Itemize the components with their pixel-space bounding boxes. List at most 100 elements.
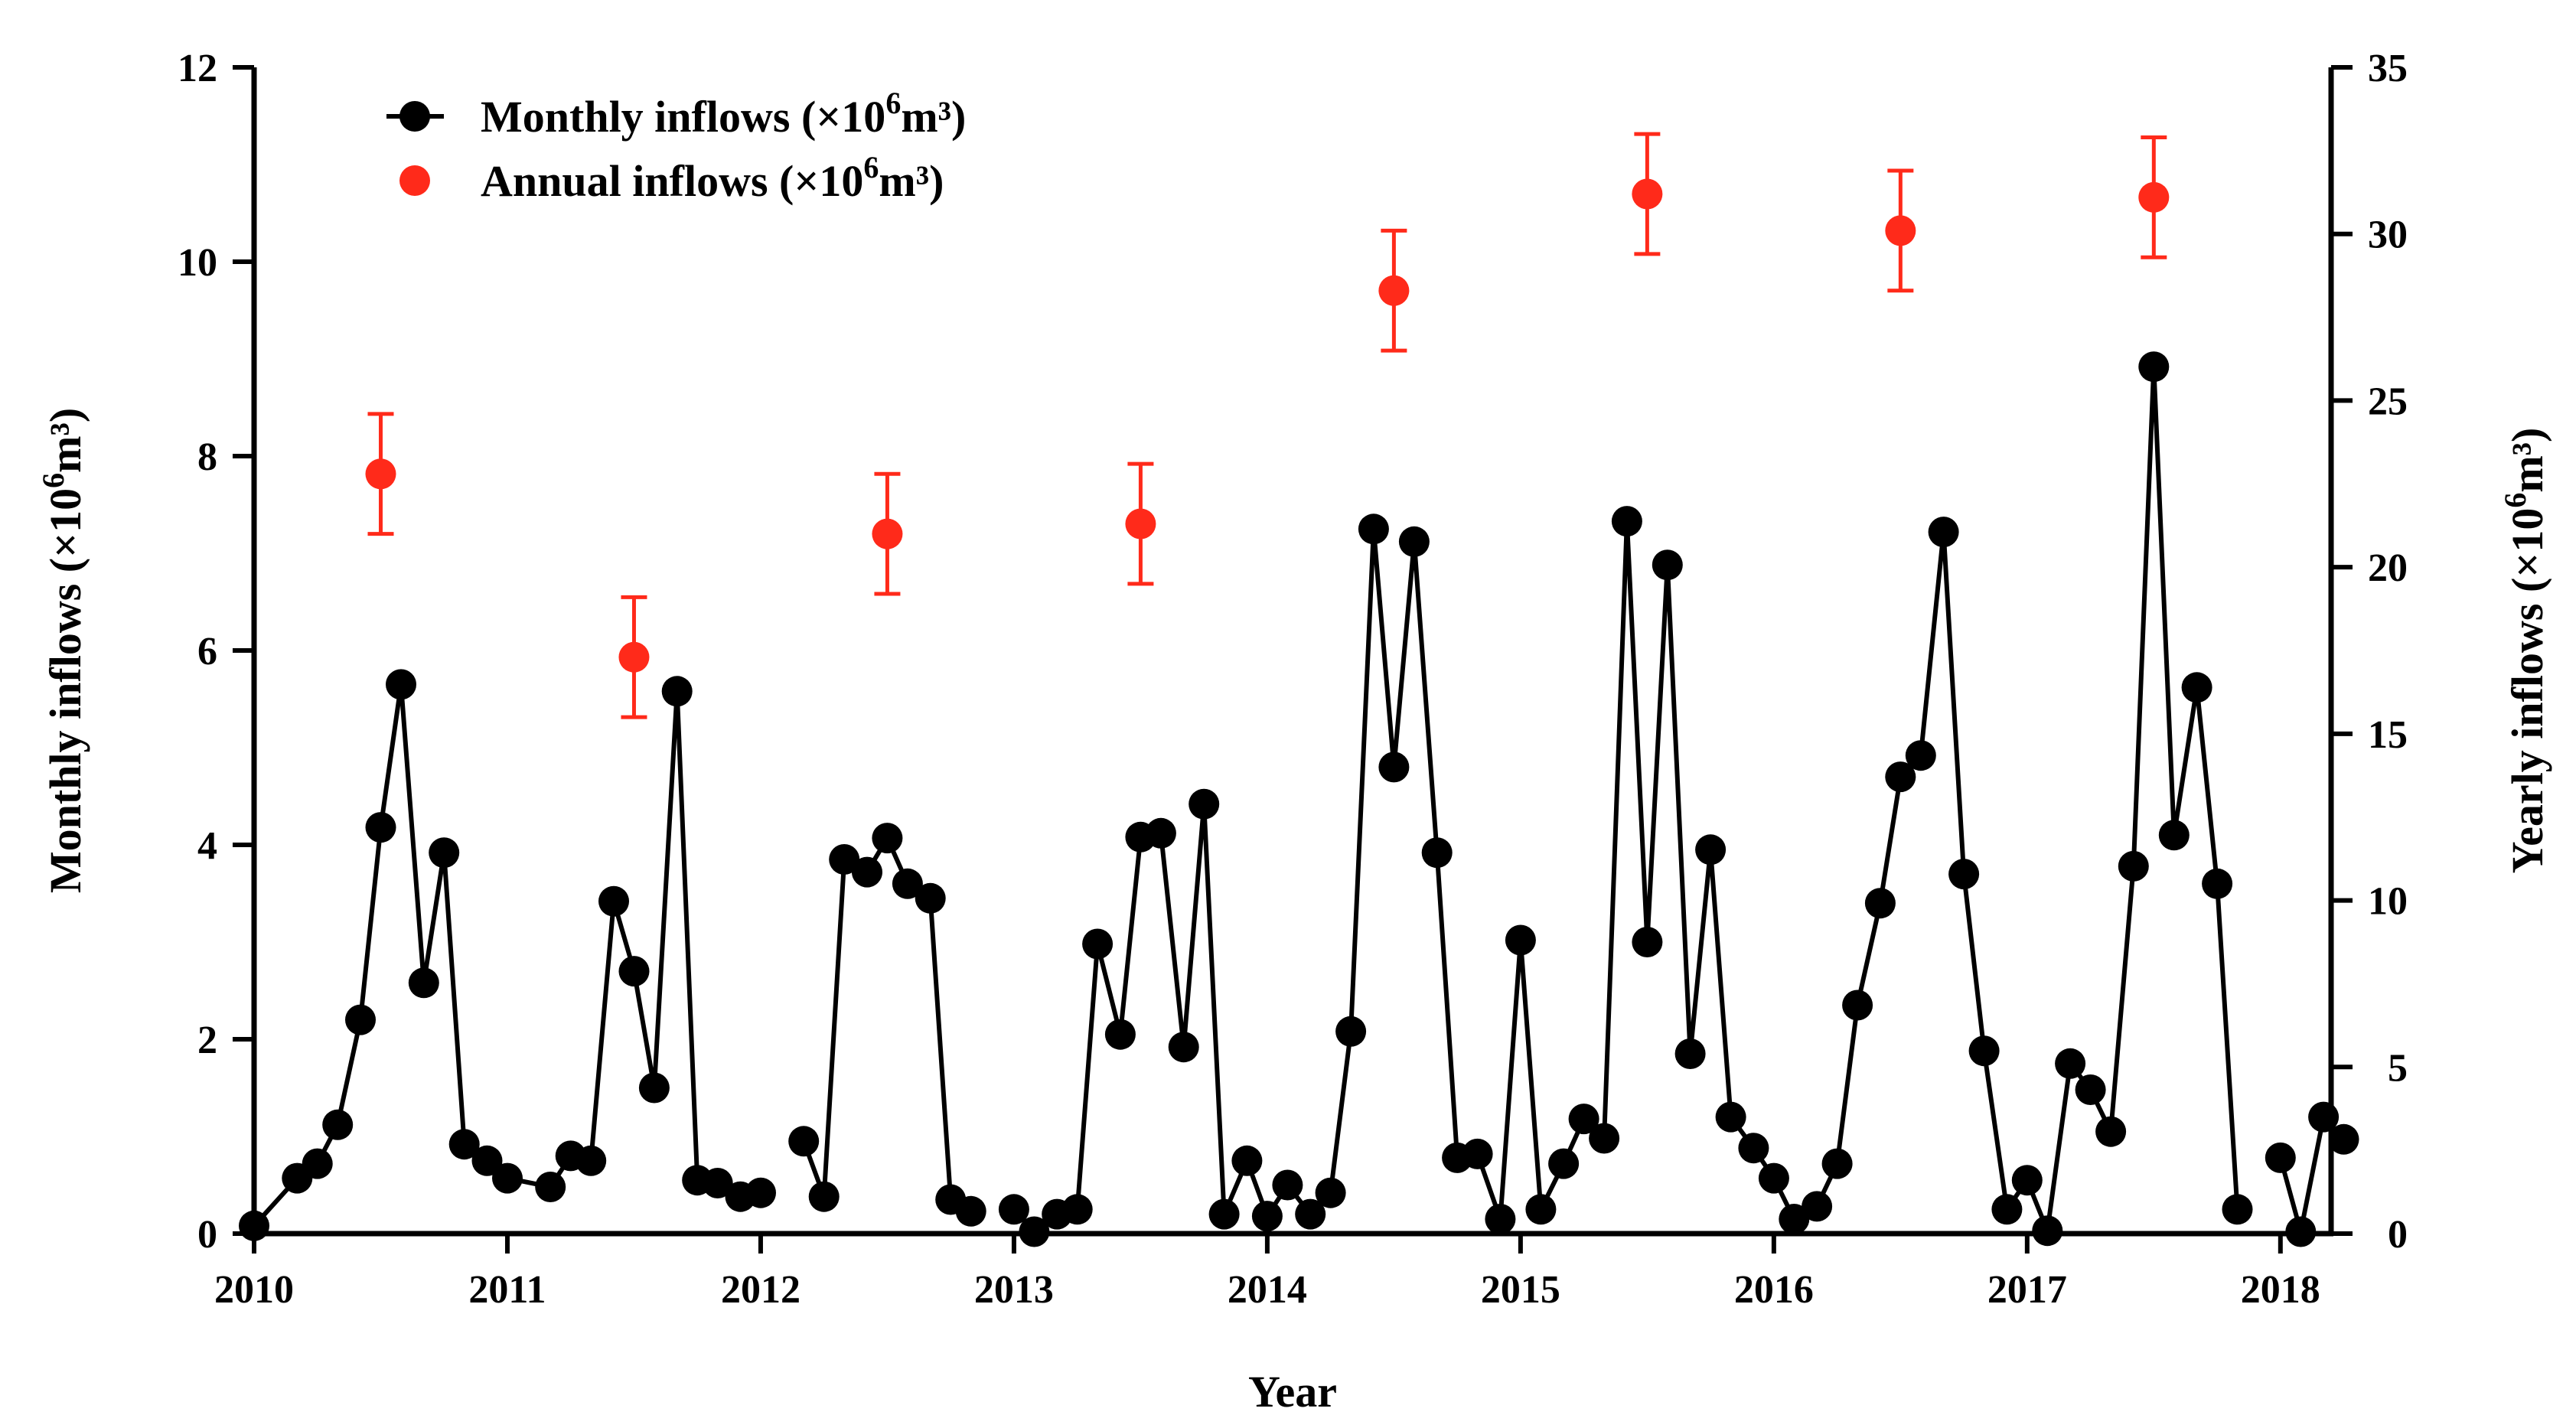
monthly-point bbox=[1251, 1201, 1283, 1232]
monthly-point bbox=[302, 1148, 333, 1179]
annual-point bbox=[1378, 275, 1410, 306]
monthly-point bbox=[2118, 850, 2149, 882]
x-tick-label: 2015 bbox=[1481, 1268, 1560, 1312]
x-tick-label: 2011 bbox=[468, 1268, 546, 1312]
monthly-point bbox=[1104, 1019, 1136, 1050]
monthly-point bbox=[661, 676, 693, 707]
right-tick-label: 20 bbox=[2368, 546, 2408, 590]
annual-point bbox=[2138, 181, 2170, 213]
monthly-point bbox=[1082, 928, 1114, 960]
legend-monthly-label: Monthly inflows (×106m³) bbox=[481, 86, 966, 142]
monthly-point bbox=[1928, 517, 1959, 548]
x-tick-label: 2017 bbox=[1987, 1268, 2067, 1312]
legend-item-annual: Annual inflows (×106m³) bbox=[399, 150, 944, 206]
monthly-point bbox=[239, 1210, 269, 1241]
monthly-point bbox=[492, 1162, 523, 1194]
annual-point bbox=[618, 641, 650, 673]
left-tick-label: 10 bbox=[178, 241, 217, 285]
monthly-point bbox=[2181, 672, 2212, 703]
monthly-point bbox=[598, 885, 629, 917]
annual-point bbox=[1632, 178, 1663, 210]
monthly-point bbox=[829, 844, 860, 875]
legend-monthly-marker bbox=[399, 101, 430, 132]
monthly-point bbox=[1905, 740, 1936, 771]
monthly-point bbox=[1335, 1016, 1367, 1047]
monthly-point bbox=[1802, 1191, 1833, 1222]
monthly-point bbox=[638, 1072, 670, 1104]
monthly-point bbox=[1842, 989, 1873, 1021]
annual-inflows-series bbox=[365, 132, 2170, 719]
monthly-point bbox=[1315, 1177, 1346, 1208]
monthly-point bbox=[1061, 1194, 1093, 1225]
monthly-point bbox=[1505, 924, 1536, 956]
monthly-point bbox=[345, 1004, 376, 1035]
monthly-point bbox=[618, 956, 650, 987]
monthly-point bbox=[745, 1177, 776, 1208]
x-tick-label: 2012 bbox=[721, 1268, 801, 1312]
legend-item-monthly: Monthly inflows (×106m³) bbox=[386, 86, 966, 142]
right-tick-label: 10 bbox=[2368, 880, 2408, 924]
monthly-point bbox=[448, 1129, 480, 1160]
right-axis-ticks: 0 5 10 15 20 25 30 35 bbox=[2331, 47, 2408, 1257]
monthly-point bbox=[1652, 549, 1683, 581]
legend-annual-marker bbox=[399, 165, 430, 196]
monthly-point bbox=[1568, 1104, 1599, 1135]
x-axis-ticks: 2010 2011 2012 2013 2014 2015 2016 2017 2018 bbox=[214, 1234, 2320, 1312]
monthly-point bbox=[998, 1194, 1029, 1225]
legend-annual-label: Annual inflows (×106m³) bbox=[481, 150, 944, 206]
monthly-point bbox=[2158, 820, 2190, 851]
monthly-point bbox=[1885, 761, 1916, 793]
annual-point bbox=[1885, 215, 1916, 246]
plot-frame bbox=[251, 67, 2334, 1237]
left-tick-label: 2 bbox=[197, 1019, 217, 1062]
left-tick-label: 4 bbox=[197, 824, 217, 868]
monthly-point bbox=[1295, 1198, 1326, 1230]
monthly-point bbox=[892, 868, 923, 899]
monthly-line-segment bbox=[252, 682, 761, 1227]
annual-point bbox=[872, 518, 903, 549]
monthly-point bbox=[955, 1195, 986, 1227]
monthly-point bbox=[1358, 513, 1389, 545]
monthly-point bbox=[1525, 1194, 1557, 1225]
monthly-point bbox=[1378, 751, 1410, 783]
right-tick-label: 30 bbox=[2368, 214, 2408, 257]
x-tick-label: 2013 bbox=[974, 1268, 1054, 1312]
left-tick-label: 8 bbox=[197, 435, 217, 479]
monthly-point bbox=[1674, 1038, 1706, 1069]
monthly-inflows-series bbox=[239, 351, 2359, 1247]
right-tick-label: 25 bbox=[2368, 380, 2408, 423]
monthly-point bbox=[1272, 1169, 1303, 1201]
monthly-point bbox=[429, 837, 460, 869]
monthly-point bbox=[1991, 1194, 2023, 1225]
monthly-point bbox=[915, 882, 946, 914]
monthly-point bbox=[471, 1145, 503, 1176]
monthly-point bbox=[1548, 1148, 1580, 1179]
monthly-point bbox=[1189, 788, 1220, 820]
monthly-point bbox=[788, 1126, 820, 1157]
monthly-point bbox=[386, 669, 416, 700]
monthly-point bbox=[1485, 1204, 1516, 1234]
left-tick-label: 0 bbox=[197, 1213, 217, 1257]
monthly-point bbox=[322, 1109, 354, 1140]
monthly-point bbox=[576, 1145, 607, 1176]
monthly-point bbox=[1695, 834, 1727, 866]
annual-point bbox=[365, 458, 396, 490]
legend: Monthly inflows (×106m³) Annual inflows … bbox=[386, 86, 966, 206]
monthly-point bbox=[1611, 506, 1642, 537]
monthly-point bbox=[1632, 927, 1663, 957]
annual-point bbox=[1125, 508, 1156, 540]
monthly-point bbox=[2285, 1216, 2317, 1247]
monthly-point bbox=[2032, 1215, 2063, 1247]
monthly-point bbox=[2308, 1101, 2340, 1133]
monthly-point bbox=[872, 823, 903, 854]
monthly-point bbox=[365, 812, 396, 843]
left-axis-ticks: 0 2 4 6 8 10 12 bbox=[178, 47, 254, 1257]
monthly-point bbox=[1019, 1216, 1050, 1247]
right-tick-label: 5 bbox=[2388, 1046, 2408, 1090]
monthly-point bbox=[1589, 1123, 1620, 1154]
monthly-point bbox=[1231, 1145, 1263, 1176]
monthly-line-segment bbox=[801, 836, 973, 1214]
x-tick-label: 2014 bbox=[1228, 1268, 1307, 1312]
monthly-point bbox=[408, 967, 439, 999]
monthly-point bbox=[1864, 888, 1896, 919]
